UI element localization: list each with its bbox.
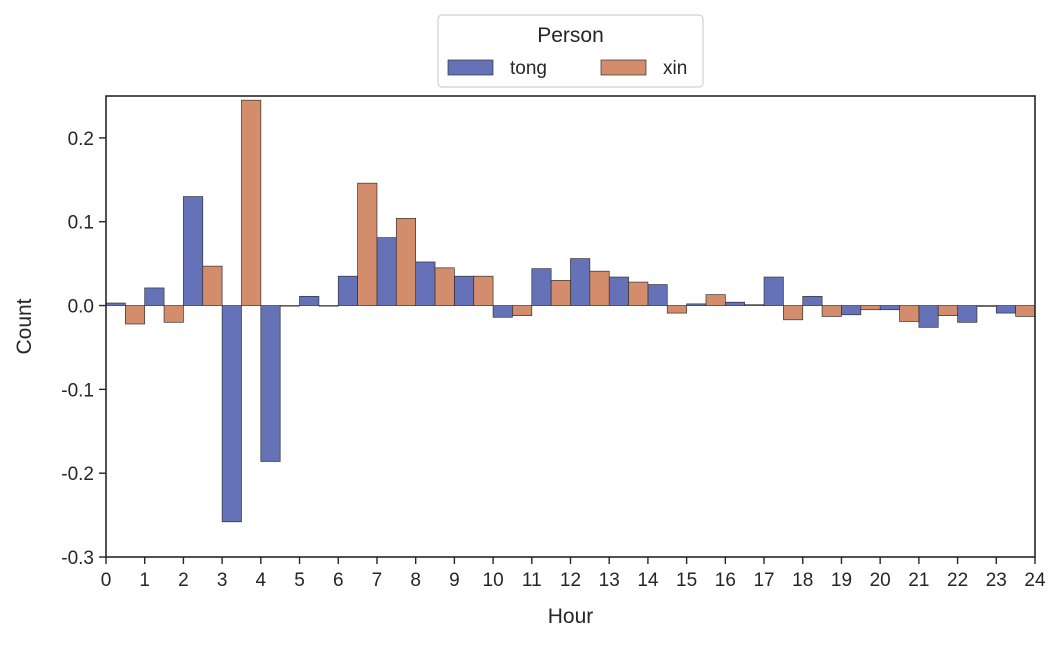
bar-tong-hour-7: [376, 237, 397, 306]
bar-tong-hour-10: [492, 305, 513, 318]
x-tick-label-21: 21: [908, 570, 929, 591]
x-tick-label-20: 20: [870, 570, 891, 591]
x-tick-label-8: 8: [410, 570, 421, 591]
bar-xin-hour-8: [434, 267, 455, 306]
bar-tong-hour-11: [531, 268, 552, 306]
x-tick-label-17: 17: [753, 570, 774, 591]
axes-layer: 0 1 2 3 4 5 6 7 8 9 10 11 12 13 14 15 16 17 18 19 20 21 22 23 24…: [13, 95, 1046, 628]
bar-xin-hour-16: [744, 304, 765, 306]
bar-tong-hour-21: [918, 305, 939, 328]
bar-tong-hour-23: [995, 305, 1016, 314]
legend-label-xin: xin: [663, 58, 687, 79]
bar-xin-hour-3: [241, 99, 262, 306]
x-tick-label-14: 14: [637, 570, 659, 591]
bar-tong-hour-22: [957, 305, 978, 323]
bar-tong-hour-9: [454, 275, 475, 306]
bar-xin-hour-15: [705, 294, 726, 306]
bar-xin-hour-6: [357, 182, 378, 306]
bar-xin-hour-4: [279, 305, 300, 307]
bar-tong-hour-18: [802, 295, 823, 306]
bar-tong-hour-13: [608, 276, 629, 306]
x-tick-label-1: 1: [139, 570, 150, 591]
bar-tong-hour-19: [841, 305, 862, 316]
bar-xin-hour-21: [937, 305, 958, 316]
bar-xin-hour-10: [512, 305, 533, 316]
bar-xin-hour-12: [589, 270, 610, 306]
x-tick-label-7: 7: [372, 570, 383, 591]
bar-tong-hour-16: [724, 301, 746, 306]
x-tick-label-23: 23: [986, 570, 1007, 591]
x-axis-label: Hour: [548, 605, 594, 628]
x-tick-label-15: 15: [676, 570, 697, 591]
bar-xin-hour-7: [395, 218, 417, 306]
bar-xin-hour-13: [628, 281, 649, 306]
x-tick-label-9: 9: [449, 570, 460, 591]
x-tick-label-0: 0: [101, 570, 112, 591]
x-tick-label-2: 2: [178, 570, 189, 591]
bar-tong-hour-8: [415, 261, 436, 306]
bar-tong-hour-5: [299, 295, 320, 306]
x-tick-label-18: 18: [792, 570, 813, 591]
y-tick-label-2: -0.1: [61, 380, 94, 401]
y-tick-label-3: 0.0: [68, 297, 94, 318]
x-tick-label-13: 13: [599, 570, 620, 591]
x-tick-label-22: 22: [947, 570, 968, 591]
x-tick-label-19: 19: [831, 570, 852, 591]
legend-swatch-xin: [600, 59, 647, 76]
legend-label-tong: tong: [510, 58, 547, 79]
bar-xin-hour-11: [550, 280, 571, 306]
x-tick-label-10: 10: [483, 570, 504, 591]
bar-tong-hour-6: [337, 275, 358, 306]
x-tick-label-11: 11: [522, 570, 542, 591]
y-tick-label-5: 0.2: [68, 129, 94, 150]
bar-xin-hour-2: [202, 265, 223, 306]
bar-xin-hour-22: [976, 305, 997, 307]
bar-tong-hour-17: [763, 276, 784, 306]
bar-xin-hour-5: [318, 305, 339, 307]
legend-swatch-tong: [447, 59, 494, 76]
bar-tong-hour-20: [879, 305, 900, 311]
bar-xin-hour-17: [783, 305, 804, 321]
x-tick-label-3: 3: [217, 570, 228, 591]
bar-tong-hour-2: [183, 196, 204, 306]
bar-xin-hour-1: [163, 305, 184, 323]
x-tick-label-6: 6: [333, 570, 344, 591]
y-tick-label-0: -0.3: [61, 548, 94, 569]
bar-xin-hour-23: [1015, 305, 1036, 317]
y-tick-label-4: 0.1: [68, 213, 94, 234]
x-tick-label-12: 12: [560, 570, 581, 591]
legend-title: Person: [537, 24, 604, 47]
x-tick-label-24: 24: [1024, 570, 1046, 591]
bar-xin-hour-14: [666, 305, 687, 314]
bar-xin-hour-20: [899, 305, 920, 322]
bar-tong-hour-3: [221, 305, 242, 523]
bar-xin-hour-18: [821, 305, 842, 317]
x-tick-label-5: 5: [294, 570, 305, 591]
bar-tong-hour-15: [686, 303, 707, 306]
bar-tong-hour-12: [570, 258, 591, 306]
y-axis-label: Count: [13, 298, 36, 354]
bar-tong-hour-1: [144, 287, 165, 306]
bar-xin-hour-0: [124, 305, 146, 325]
bar-tong-hour-0: [105, 302, 126, 306]
bar-tong-hour-4: [260, 305, 281, 462]
legend: Person tong xin: [437, 14, 704, 88]
y-tick-label-1: -0.2: [61, 464, 94, 485]
x-tick-label-4: 4: [256, 570, 267, 591]
bar-xin-hour-19: [860, 305, 881, 311]
bar-tong-hour-14: [647, 284, 668, 306]
bars-layer: [105, 99, 1036, 523]
x-tick-label-16: 16: [715, 570, 736, 591]
bar-xin-hour-9: [473, 275, 494, 306]
